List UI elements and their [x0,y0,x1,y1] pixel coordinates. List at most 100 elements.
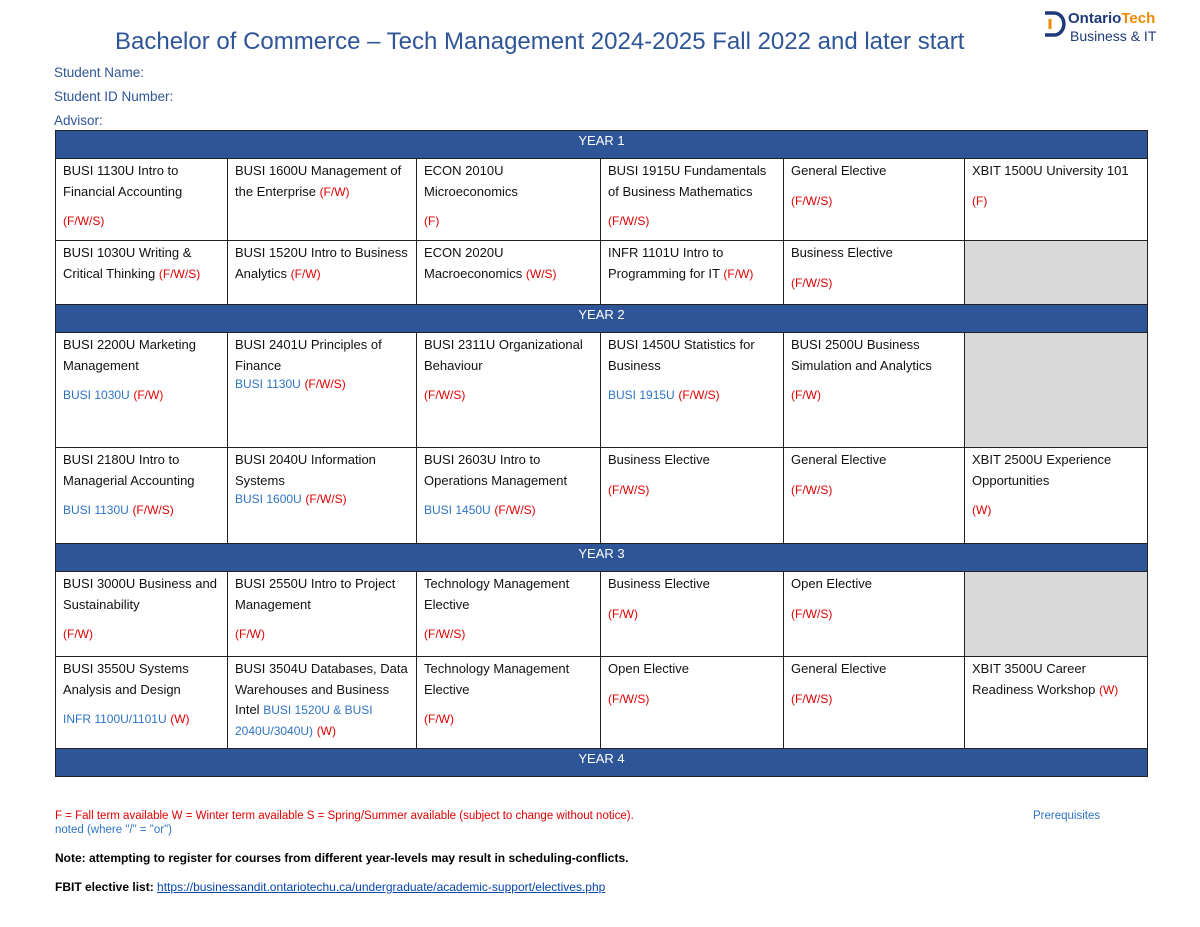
course-cell: BUSI 1600U Management of the Enterprise … [227,158,417,241]
term-availability: (F/W) [235,627,265,641]
course-cell: INFR 1101U Intro to Programming for IT (… [600,240,784,305]
prereq-legend: noted (where "/" = "or") [55,824,173,836]
term-availability: (F/W/S) [608,214,650,228]
course-name: BUSI 1600U Management of the Enterprise [235,163,402,199]
year-header: YEAR 1 [55,130,1148,159]
term-availability: (F/W) [63,627,93,641]
course-cell: BUSI 2500U Business Simulation and Analy… [783,332,965,448]
course-cell: XBIT 3500U Career Readiness Workshop (W) [964,656,1148,749]
logo-name-2: Tech [1121,10,1156,27]
logo-icon [1045,11,1066,37]
course-name: BUSI 3550U Systems Analysis and Design [63,661,189,697]
course-cell: Business Elective (F/W/S) [600,447,784,544]
course-cell: BUSI 2603U Intro to Operations Managemen… [416,447,601,544]
logo-name: OntarioTech [1068,10,1155,27]
prereq-line: INFR 1100U/1101U (W) [63,709,220,730]
empty-cell [964,571,1148,657]
course-name: BUSI 1030U Writing & Critical Thinking [63,245,192,281]
year-row: YEAR 4 [55,748,1148,777]
terms-legend: F = Fall term available W = Winter term … [55,810,634,822]
course-cell: BUSI 1130U Intro to Financial Accounting… [55,158,228,241]
term-availability: (F/W/S) [63,214,105,228]
prereq-legend: Prerequisites [1033,810,1101,822]
course-row: BUSI 3550U Systems Analysis and Design IN… [55,656,1148,749]
term-availability: (F/W/S) [678,388,720,402]
term-availability: (F/W/S) [608,691,650,706]
course-name: Technology Management Elective [424,661,570,697]
course-cell: BUSI 1915U Fundamentals of Business Math… [600,158,784,241]
course-name: BUSI 2200U Marketing Management [63,337,196,373]
course-name: Open Elective [791,576,872,591]
course-name: BUSI 2603U Intro to Operations Managemen… [424,452,568,488]
course-cell: BUSI 2200U Marketing Management BUSI 1030… [55,332,228,448]
term-availability: (F/W/S) [424,627,466,641]
term-availability: (F/W) [424,712,454,726]
term-availability: (F/W/S) [494,503,536,517]
term-availability: (F/W/S) [158,266,201,281]
term-availability: (F/W) [319,184,350,199]
course-cell: Technology Management Elective (F/W/S) [416,571,601,657]
course-name: Business Elective [791,245,893,260]
course-name: BUSI 3000U Business and Sustainability [63,576,217,612]
course-cell: BUSI 2180U Intro to Managerial Accountin… [55,447,228,544]
course-name: BUSI 1130U Intro to Financial Accounting [63,163,183,199]
course-row: BUSI 1130U Intro to Financial Accounting… [55,158,1148,241]
year-header: YEAR 4 [55,748,1148,777]
course-name: General Elective [791,452,887,467]
term-availability: (W) [316,723,337,738]
term-availability: (F/W) [133,388,164,402]
course-name: ECON 2020U Macroeconomics [424,245,523,281]
term-availability: (F/W/S) [424,388,466,402]
prereq-line: BUSI 1915U (F/W/S) [608,385,776,406]
term-availability: (F/W/S) [791,193,833,208]
term-availability: (F) [972,193,988,208]
course-name: BUSI 1520U Intro to Business Analytics [235,245,408,281]
course-cell: BUSI 2401U Principles of Finance BUSI 113… [227,332,417,448]
term-availability: (F/W/S) [791,275,833,290]
course-cell: Technology Management Elective (F/W) [416,656,601,749]
course-cell: BUSI 3504U Databases, Data Warehouses an… [227,656,417,749]
prereq-line: BUSI 1450U (F/W/S) [424,500,593,521]
course-name: BUSI 2401U Principles of Finance [235,337,382,373]
prerequisite: BUSI 1450U [424,503,491,517]
course-name: BUSI 2500U Business Simulation and Analy… [791,337,932,373]
term-availability: (F/W) [723,266,754,281]
elective-list: FBIT elective list: https://businessandi… [55,880,605,894]
course-cell: General Elective (F/W/S) [783,656,965,749]
course-cell: BUSI 1030U Writing & Critical Thinking (… [55,240,228,305]
course-name: Open Elective [608,661,689,676]
field-label: Student Name: [54,65,145,80]
course-name: Business Elective [608,452,710,467]
course-cell: General Elective (F/W/S) [783,447,965,544]
term-availability: (W) [972,503,992,517]
prerequisite: BUSI 1915U [608,388,675,402]
year-header: YEAR 2 [55,304,1148,333]
elective-link[interactable]: https://businessandit.ontariotechu.ca/un… [157,880,606,894]
course-name: General Elective [791,163,887,178]
empty-cell [964,332,1148,448]
prereq-line: BUSI 1130U (F/W/S) [63,500,220,521]
course-name: XBIT 2500U Experience Opportunities [972,452,1112,488]
field-label: Advisor: [54,113,103,128]
course-name: BUSI 1450U Statistics for Business [608,337,755,373]
prereq-line: BUSI 1130U (F/W/S) [235,376,409,392]
year-header: YEAR 3 [55,543,1148,572]
course-cell: ECON 2020U Macroeconomics (W/S) [416,240,601,305]
year-row: YEAR 1 [55,130,1148,159]
course-cell: Open Elective (F/W/S) [600,656,784,749]
empty-cell [964,240,1148,305]
course-name: XBIT 3500U Career Readiness Workshop [972,661,1096,697]
course-cell: Business Elective (F/W/S) [783,240,965,305]
course-cell: BUSI 2550U Intro to Project Management (F… [227,571,417,657]
course-table: YEAR 1 BUSI 1130U Intro to Financial Acco… [55,130,1148,777]
course-row: BUSI 2180U Intro to Managerial Accountin… [55,447,1148,544]
year-row: YEAR 2 [55,304,1148,333]
course-cell: BUSI 1450U Statistics for Business BUSI 1… [600,332,784,448]
course-name: BUSI 2550U Intro to Project Management [235,576,396,612]
term-availability: (F/W) [290,266,321,281]
course-name: General Elective [791,661,887,676]
course-row: BUSI 2200U Marketing Management BUSI 1030… [55,332,1148,448]
elective-label: FBIT elective list: [55,880,154,894]
